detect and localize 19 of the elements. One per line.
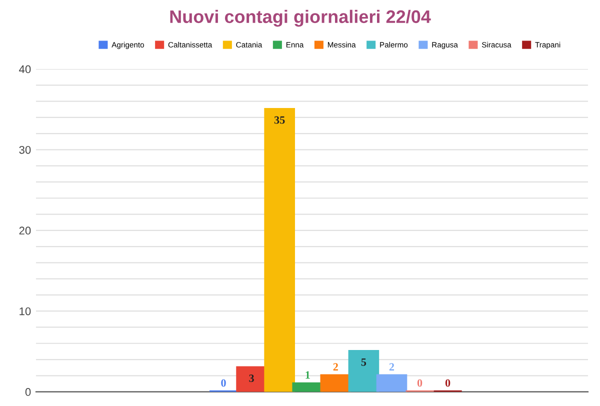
y-tick-label: 40 — [19, 65, 31, 74]
data-label: 1 — [306, 371, 310, 379]
bar — [264, 108, 295, 392]
chart-title: Nuovi contagi giornalieri 22/04 — [170, 10, 431, 27]
y-tick-label: 10 — [20, 307, 31, 316]
data-label: 2 — [389, 363, 394, 371]
data-label: 0 — [445, 379, 450, 387]
data-label: 0 — [417, 379, 422, 387]
y-tick-label: 30 — [19, 146, 31, 154]
y-tick-label: 20 — [19, 226, 31, 235]
data-label: 0 — [221, 379, 226, 387]
bar — [348, 350, 380, 392]
y-tick-label: 0 — [25, 388, 31, 396]
data-label: 2 — [333, 363, 338, 371]
bar — [320, 374, 352, 392]
data-label: 3 — [249, 374, 254, 382]
data-label: 35 — [274, 116, 285, 124]
data-label: 5 — [361, 358, 366, 366]
bar — [376, 374, 408, 392]
